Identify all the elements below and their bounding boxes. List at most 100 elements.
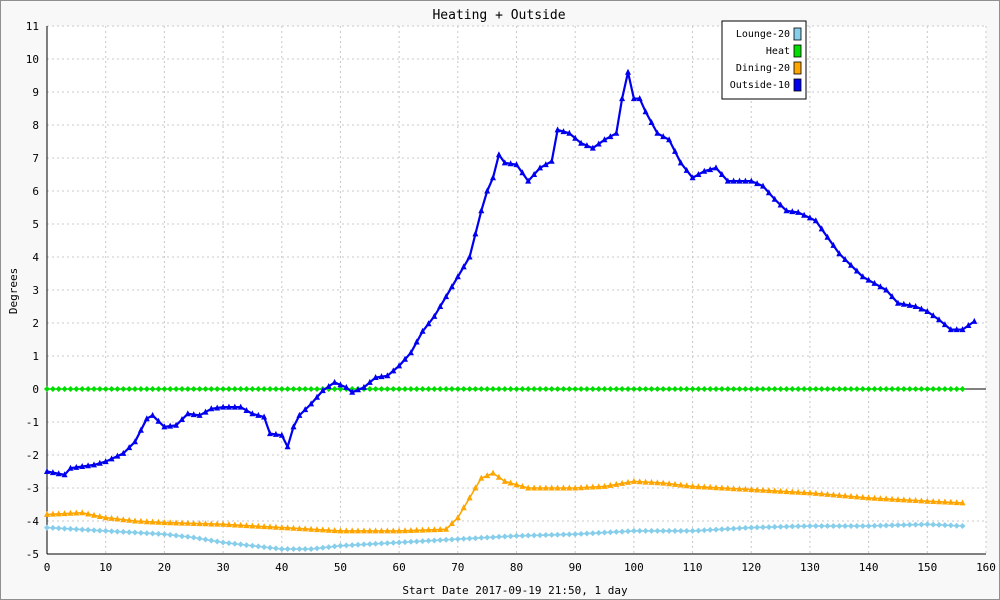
data-point bbox=[161, 519, 168, 526]
data-point bbox=[413, 538, 420, 545]
data-point bbox=[261, 386, 268, 392]
data-point bbox=[290, 546, 297, 552]
data-point bbox=[331, 527, 338, 534]
data-point bbox=[349, 527, 356, 534]
data-point bbox=[132, 386, 138, 392]
data-point bbox=[331, 378, 338, 385]
data-point bbox=[519, 482, 526, 489]
data-point bbox=[155, 417, 162, 424]
data-point bbox=[372, 527, 379, 534]
data-point bbox=[924, 521, 931, 528]
data-point bbox=[290, 423, 297, 430]
data-point bbox=[554, 484, 561, 491]
data-point bbox=[384, 372, 391, 379]
data-point bbox=[308, 386, 315, 392]
data-point bbox=[390, 527, 397, 534]
data-point bbox=[906, 496, 913, 503]
data-point bbox=[167, 531, 174, 538]
y-tick-label: -3 bbox=[26, 482, 39, 495]
data-point bbox=[513, 532, 520, 539]
y-tick-label: 2 bbox=[32, 317, 39, 330]
data-point bbox=[437, 303, 444, 309]
data-point bbox=[830, 523, 837, 529]
data-point bbox=[583, 530, 590, 537]
data-point bbox=[718, 526, 725, 533]
data-point bbox=[824, 233, 831, 240]
data-point bbox=[895, 522, 901, 529]
data-point bbox=[895, 299, 901, 306]
data-point bbox=[102, 458, 109, 465]
data-point bbox=[760, 524, 766, 531]
data-point bbox=[501, 159, 508, 166]
data-point bbox=[49, 469, 56, 476]
data-point bbox=[167, 422, 174, 429]
y-axis-title: Degrees bbox=[7, 268, 20, 314]
data-point bbox=[537, 386, 543, 392]
data-point bbox=[126, 386, 133, 392]
data-point bbox=[220, 520, 227, 527]
data-point bbox=[636, 386, 643, 392]
data-point bbox=[267, 386, 273, 392]
data-point bbox=[601, 136, 608, 143]
data-point bbox=[431, 312, 438, 319]
data-point bbox=[484, 386, 491, 392]
data-point bbox=[261, 544, 268, 551]
data-point bbox=[231, 403, 238, 410]
data-point bbox=[930, 521, 937, 528]
data-point bbox=[390, 539, 397, 546]
data-point bbox=[308, 525, 315, 532]
data-point bbox=[96, 386, 103, 392]
data-point bbox=[190, 520, 197, 526]
data-point bbox=[443, 293, 450, 300]
data-point bbox=[754, 386, 761, 392]
data-point bbox=[466, 535, 473, 542]
data-point bbox=[155, 518, 162, 525]
data-point bbox=[912, 497, 919, 503]
data-point bbox=[724, 386, 731, 392]
data-point bbox=[448, 536, 455, 543]
data-point bbox=[959, 326, 966, 333]
data-point bbox=[314, 526, 320, 533]
legend-swatch-outside-10 bbox=[793, 78, 802, 92]
data-point bbox=[296, 386, 303, 392]
data-point bbox=[143, 530, 150, 537]
y-tick-label: -1 bbox=[26, 416, 39, 429]
data-point bbox=[519, 532, 526, 539]
data-point bbox=[208, 537, 215, 544]
data-point bbox=[402, 386, 408, 392]
x-tick-label: 60 bbox=[393, 561, 406, 574]
x-tick-label: 40 bbox=[275, 561, 288, 574]
data-point bbox=[666, 386, 673, 392]
data-point bbox=[167, 386, 174, 392]
data-point bbox=[630, 386, 637, 392]
data-point bbox=[202, 408, 209, 415]
data-point bbox=[724, 525, 731, 532]
data-point bbox=[713, 164, 719, 171]
data-point bbox=[683, 527, 690, 534]
data-point bbox=[120, 528, 127, 535]
data-point bbox=[149, 386, 156, 392]
data-point bbox=[302, 406, 309, 413]
data-point bbox=[337, 386, 344, 392]
data-point bbox=[490, 174, 496, 181]
data-point bbox=[889, 522, 896, 529]
data-point bbox=[478, 207, 485, 214]
y-tick-label: -4 bbox=[26, 515, 40, 528]
data-point bbox=[877, 283, 884, 290]
data-point bbox=[842, 386, 849, 392]
data-point bbox=[895, 386, 901, 392]
data-point bbox=[466, 494, 473, 501]
data-point bbox=[613, 528, 620, 535]
data-point bbox=[801, 386, 808, 392]
data-point bbox=[331, 543, 338, 550]
data-point bbox=[214, 386, 221, 392]
data-point bbox=[941, 386, 948, 392]
data-point bbox=[267, 523, 273, 530]
data-point bbox=[402, 527, 408, 534]
data-point bbox=[865, 523, 872, 529]
data-point bbox=[261, 523, 268, 530]
data-point bbox=[695, 171, 702, 177]
data-point bbox=[237, 403, 244, 410]
data-point bbox=[842, 523, 849, 529]
